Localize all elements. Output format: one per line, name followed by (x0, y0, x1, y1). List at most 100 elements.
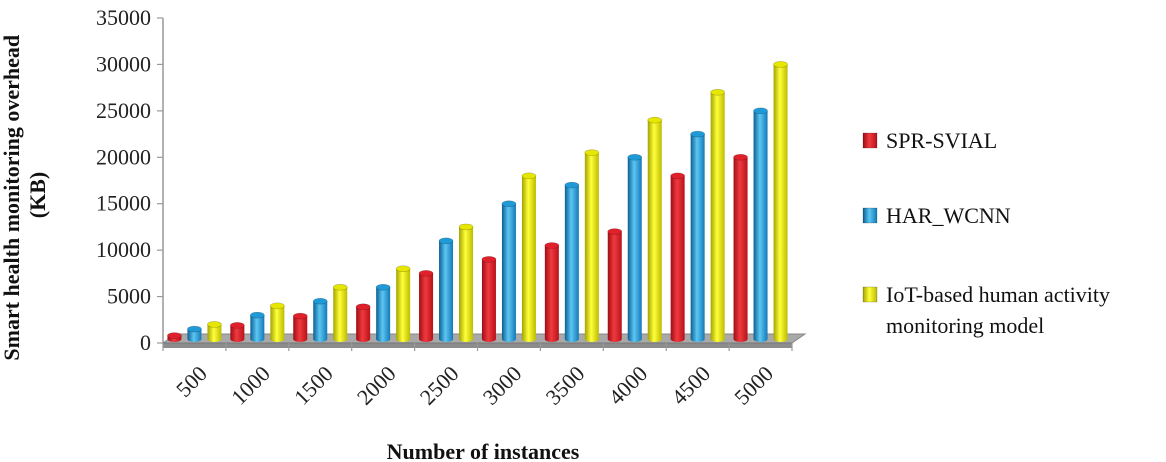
bar-har-wcnn-3000 (501, 200, 517, 342)
bar-base (459, 336, 474, 342)
bar-body (773, 64, 788, 339)
y-tick-label: 20000 (96, 144, 151, 169)
bar-har-wcnn-4000 (627, 153, 643, 342)
bar-body (270, 305, 285, 339)
bar-series (167, 61, 788, 342)
bar-top (670, 172, 685, 180)
bar-iot-based-human-activity-monitoring-model-3000 (521, 172, 537, 342)
bar-top (607, 228, 623, 235)
x-tick-label: 500 (171, 361, 212, 402)
bar-body (250, 315, 265, 339)
bar-body (501, 203, 516, 339)
bar-body (647, 120, 662, 340)
bar-iot-based-human-activity-monitoring-model-1500 (332, 283, 348, 342)
bar-base (230, 336, 245, 342)
legend-swatch (862, 286, 878, 303)
bar-spr-svial-3000 (481, 256, 497, 342)
bar-base (647, 336, 662, 342)
bar-body (313, 301, 328, 339)
bar-spr-svial-500 (167, 332, 182, 342)
bar-body (690, 134, 705, 339)
bar-base (753, 336, 768, 342)
bar-spr-svial-5000 (733, 153, 748, 342)
bar-top (773, 61, 788, 68)
legend-label: HAR_WCNN (886, 203, 1011, 228)
bar-top (187, 325, 202, 333)
y-axis-title-line-1: Smart health monitoring overhead (0, 35, 24, 361)
bar-top (375, 283, 391, 291)
bar-body (459, 226, 474, 339)
bar-top (312, 297, 328, 305)
bar-body (733, 157, 748, 339)
bar-top (418, 270, 434, 277)
legend-item-spr-svial: SPR-SVIAL (862, 128, 997, 153)
y-tick-label: 5000 (107, 284, 151, 309)
x-tick-label: 4500 (666, 361, 715, 410)
y-tick-label: 35000 (96, 5, 151, 30)
bar-iot-based-human-activity-monitoring-model-5000 (773, 61, 788, 342)
bar-base (207, 336, 222, 342)
bar-body (481, 259, 496, 339)
legend-label-line: HAR_WCNN (886, 203, 1011, 228)
bar-body (207, 324, 222, 339)
legend-swatch (862, 207, 878, 224)
bar-body (356, 306, 371, 339)
bar-base (250, 336, 265, 342)
legend-label-line: monitoring model (886, 313, 1044, 338)
bar-body (607, 231, 622, 339)
bar-top (250, 311, 265, 319)
bar-iot-based-human-activity-monitoring-model-2000 (395, 265, 411, 342)
bar-body (564, 185, 579, 339)
x-axis-title: Number of instances (387, 439, 580, 462)
legend: SPR-SVIAL HAR_WCNN IoT-based human activit… (862, 128, 1110, 338)
x-tick-label: 5000 (729, 361, 778, 410)
legend-label: IoT-based human activity monitoring model (886, 282, 1110, 338)
bar-top (332, 283, 348, 291)
bar-top (481, 256, 497, 263)
bar-top (690, 130, 705, 138)
bar-top (395, 265, 411, 273)
bar-body (544, 245, 559, 339)
bar-top (207, 321, 222, 328)
bar-spr-svial-3500 (544, 242, 560, 342)
bar-top (355, 303, 371, 311)
bar-body (753, 110, 768, 339)
bar-base (313, 336, 328, 342)
bar-top (458, 223, 474, 231)
bar-body (230, 325, 245, 339)
bar-top (521, 172, 537, 180)
bar-har-wcnn-3500 (564, 181, 580, 342)
legend-label-line: SPR-SVIAL (886, 128, 997, 153)
bar-har-wcnn-1500 (312, 297, 328, 342)
bar-top (167, 332, 182, 339)
x-tick-label: 1500 (289, 361, 338, 410)
bar-iot-based-human-activity-monitoring-model-2500 (458, 223, 474, 342)
bar-base (270, 336, 285, 342)
bar-body (419, 273, 434, 339)
bar-iot-based-human-activity-monitoring-model-1000 (270, 302, 285, 342)
y-tick-label: 25000 (96, 98, 151, 123)
y-axis-ticks: 0 5000 10000 15000 20000 25000 30000 35000 (96, 5, 163, 355)
bar-top (544, 242, 560, 249)
y-tick-label: 10000 (96, 237, 151, 262)
bar-base (627, 336, 642, 342)
x-axis-ticks: 500 1000 1500 2000 2500 3000 3500 4000 4500 5000 (162, 343, 793, 410)
bar-iot-based-human-activity-monitoring-model-500 (207, 321, 222, 342)
bar-har-wcnn-5000 (753, 107, 768, 342)
bar-body (627, 157, 642, 339)
bar-body (710, 92, 725, 340)
x-tick-label: 1000 (226, 361, 275, 410)
bar-body (670, 175, 685, 339)
bar-top (647, 116, 663, 124)
legend-label-line: IoT-based human activity (886, 282, 1110, 307)
bar-top (733, 153, 748, 161)
bar-har-wcnn-500 (187, 325, 202, 342)
bar-body (293, 316, 308, 339)
bar-base (521, 336, 536, 342)
legend-label: SPR-SVIAL (886, 128, 997, 153)
bar-base (333, 336, 348, 342)
x-tick-label: 3000 (478, 361, 527, 410)
bar-base (733, 336, 748, 342)
bar-body (396, 268, 411, 339)
